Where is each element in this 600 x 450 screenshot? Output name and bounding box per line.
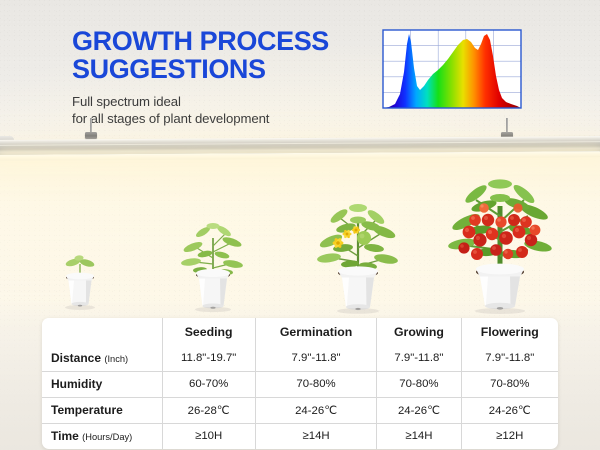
chart-border: [382, 29, 522, 109]
subtitle-line-1: Full spectrum ideal: [72, 93, 181, 109]
pot-shadow: [337, 308, 379, 314]
cell-temperature-flowering: 24-26℃: [461, 397, 558, 424]
cell-time-flowering: ≥12H: [496, 430, 524, 443]
flower-pot: [66, 272, 94, 307]
row-label-time-unit: (Hours/Day): [82, 432, 133, 443]
cell-temperature-seeding: 26-28℃: [162, 397, 256, 424]
pot-shadow: [195, 306, 231, 313]
pot-shadow: [475, 308, 525, 314]
young-plant-foliage: [181, 223, 243, 275]
hanger-cable-right: [506, 118, 508, 134]
row-label-temperature: Temperature: [42, 397, 163, 424]
spectrum-chart: [381, 28, 523, 110]
header: GROWTH PROCESS SUGGESTIONS Full spectrum…: [72, 26, 372, 128]
cell-humidity-growing: 70-80%: [376, 371, 462, 398]
row-label-distance: Distance (Inch): [42, 345, 163, 372]
flower-pot: [476, 263, 524, 310]
row-label-time: Time (Hours/Day): [42, 423, 163, 449]
table-corner-cell: [42, 318, 163, 345]
cell-humidity-seeding: 60-70%: [162, 371, 256, 398]
page-title: GROWTH PROCESS SUGGESTIONS: [72, 26, 372, 84]
row-label-distance-text: Distance: [51, 350, 102, 365]
flower-pot: [196, 269, 230, 309]
column-header-flowering: Flowering: [480, 324, 539, 339]
cell-time-germination: ≥14H: [255, 423, 378, 449]
sprout-foliage: [65, 255, 95, 276]
title-line-2: SUGGESTIONS: [72, 53, 266, 84]
cell-distance-flowering: 7.9"-11.8": [461, 345, 558, 372]
hanger-cable-left: [90, 118, 92, 134]
row-label-time-text: Time: [51, 429, 79, 444]
row-label-humidity: Humidity: [42, 371, 163, 398]
table-row-time: Time (Hours/Day) ≥10H ≥14H ≥14H ≥12H: [42, 423, 558, 449]
table-row-humidity: Humidity 60-70% 70-80% 70-80% 70-80%: [42, 371, 558, 398]
subtitle-line-2: for all stages of plant development: [72, 111, 270, 127]
plant-growing: [312, 186, 404, 314]
plant-seeding: [52, 248, 108, 310]
flowering-plant-foliage: [317, 204, 398, 272]
table-row-distance: Distance (Inch) 11.8"-19.7" 7.9"-11.8" 7…: [42, 345, 558, 372]
page-subtitle: Full spectrum ideal for all stages of pl…: [72, 93, 372, 128]
cell-humidity-flowering: 70-80%: [461, 371, 558, 398]
column-header-seeding: Seeding: [162, 318, 256, 345]
table-header-row: Seeding Germination Growing Flowering: [42, 318, 558, 345]
spectrum-chart-svg: [382, 29, 522, 109]
cell-time-growing: ≥14H: [376, 423, 462, 449]
flower-pot: [338, 266, 378, 311]
row-label-temperature-text: Temperature: [51, 403, 123, 417]
cell-distance-germination: 7.9"-11.8": [255, 345, 378, 372]
cell-humidity-germination: 70-80%: [255, 371, 378, 398]
plant-germination: [175, 212, 251, 313]
cell-time-seeding: ≥10H: [162, 423, 256, 449]
plant-flowering: [444, 162, 556, 314]
red-tomato-fruits: [458, 203, 541, 260]
cell-temperature-germination: 24-26℃: [255, 397, 378, 424]
title-line-1: GROWTH PROCESS: [72, 26, 329, 56]
row-label-distance-unit: (Inch): [104, 353, 129, 364]
column-header-growing: Growing: [376, 318, 462, 345]
pot-shadow: [65, 305, 95, 310]
cell-distance-growing: 7.9"-11.8": [376, 345, 462, 372]
column-header-germination: Germination: [255, 318, 378, 345]
row-label-humidity-text: Humidity: [51, 377, 103, 391]
green-fruit: [357, 231, 371, 245]
hanger-clip-left: [85, 132, 97, 139]
growth-spec-table: Seeding Germination Growing Flowering Di…: [42, 318, 558, 449]
spec-table-element: Seeding Germination Growing Flowering Di…: [42, 318, 558, 449]
table-row-temperature: Temperature 26-28℃ 24-26℃ 24-26℃ 24-26℃: [42, 397, 558, 424]
hanger-clip-right: [501, 132, 513, 139]
yellow-flowers: [332, 226, 361, 248]
cell-distance-seeding: 11.8"-19.7": [162, 345, 256, 372]
cell-temperature-growing: 24-26℃: [376, 397, 462, 424]
